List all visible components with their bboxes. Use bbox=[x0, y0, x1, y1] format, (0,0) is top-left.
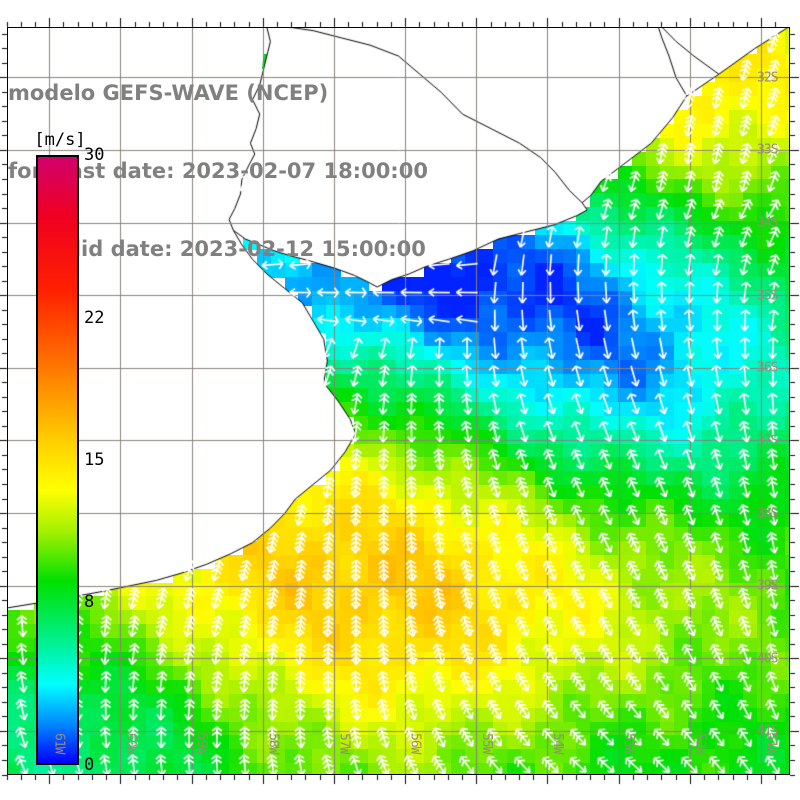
latitude-label-38S: 38S bbox=[757, 506, 779, 522]
colorbar-tick-22: 22 bbox=[84, 307, 105, 328]
longitude-label-59W: 59W bbox=[194, 733, 210, 754]
latitude-label-32S: 32S bbox=[757, 70, 779, 86]
longitude-label-51W: 51W bbox=[763, 733, 779, 754]
colorbar-tick-30: 30 bbox=[84, 145, 105, 165]
longitude-label-58W: 58W bbox=[265, 733, 281, 754]
colorbar bbox=[36, 155, 79, 765]
longitude-label-53W: 53W bbox=[621, 733, 637, 754]
longitude-label-55W: 55W bbox=[478, 733, 494, 754]
latitude-label-40S: 40S bbox=[757, 651, 779, 667]
longitude-label-54W: 54W bbox=[549, 733, 565, 754]
colorbar-gradient-bar bbox=[36, 155, 79, 765]
colorbar-tick-8: 8 bbox=[84, 592, 95, 613]
colorbar-tick-15: 15 bbox=[84, 450, 105, 470]
latitude-label-39S: 39S bbox=[757, 578, 779, 594]
longitude-label-60W: 60W bbox=[122, 733, 138, 754]
latitude-label-33S: 33S bbox=[757, 142, 779, 158]
latitude-label-41S: 41S bbox=[757, 723, 779, 739]
longitude-label-61W: 61W bbox=[51, 733, 67, 754]
title-model-line: modelo GEFS-WAVE (NCEP) bbox=[8, 81, 329, 105]
title-forecast-date: forecast date: 2023-02-07 18:00:00 bbox=[8, 159, 428, 183]
colorbar-unit-label: [m/s] bbox=[34, 130, 86, 150]
longitude-label-52W: 52W bbox=[692, 733, 708, 754]
latitude-label-36S: 36S bbox=[757, 360, 779, 376]
chart-title-block: modelo GEFS-WAVE (NCEP) forecast date: 2… bbox=[8, 28, 528, 314]
latitude-label-37S: 37S bbox=[757, 433, 779, 449]
colorbar-gradient bbox=[38, 157, 77, 763]
colorbar-tick-0: 0 bbox=[84, 755, 95, 775]
latitude-label-35S: 35S bbox=[757, 288, 779, 304]
title-valid-date: valid date: 2023-02-12 15:00:00 bbox=[46, 237, 426, 261]
longitude-label-57W: 57W bbox=[336, 733, 352, 754]
longitude-label-56W: 56W bbox=[407, 733, 423, 754]
latitude-label-34S: 34S bbox=[757, 215, 779, 231]
